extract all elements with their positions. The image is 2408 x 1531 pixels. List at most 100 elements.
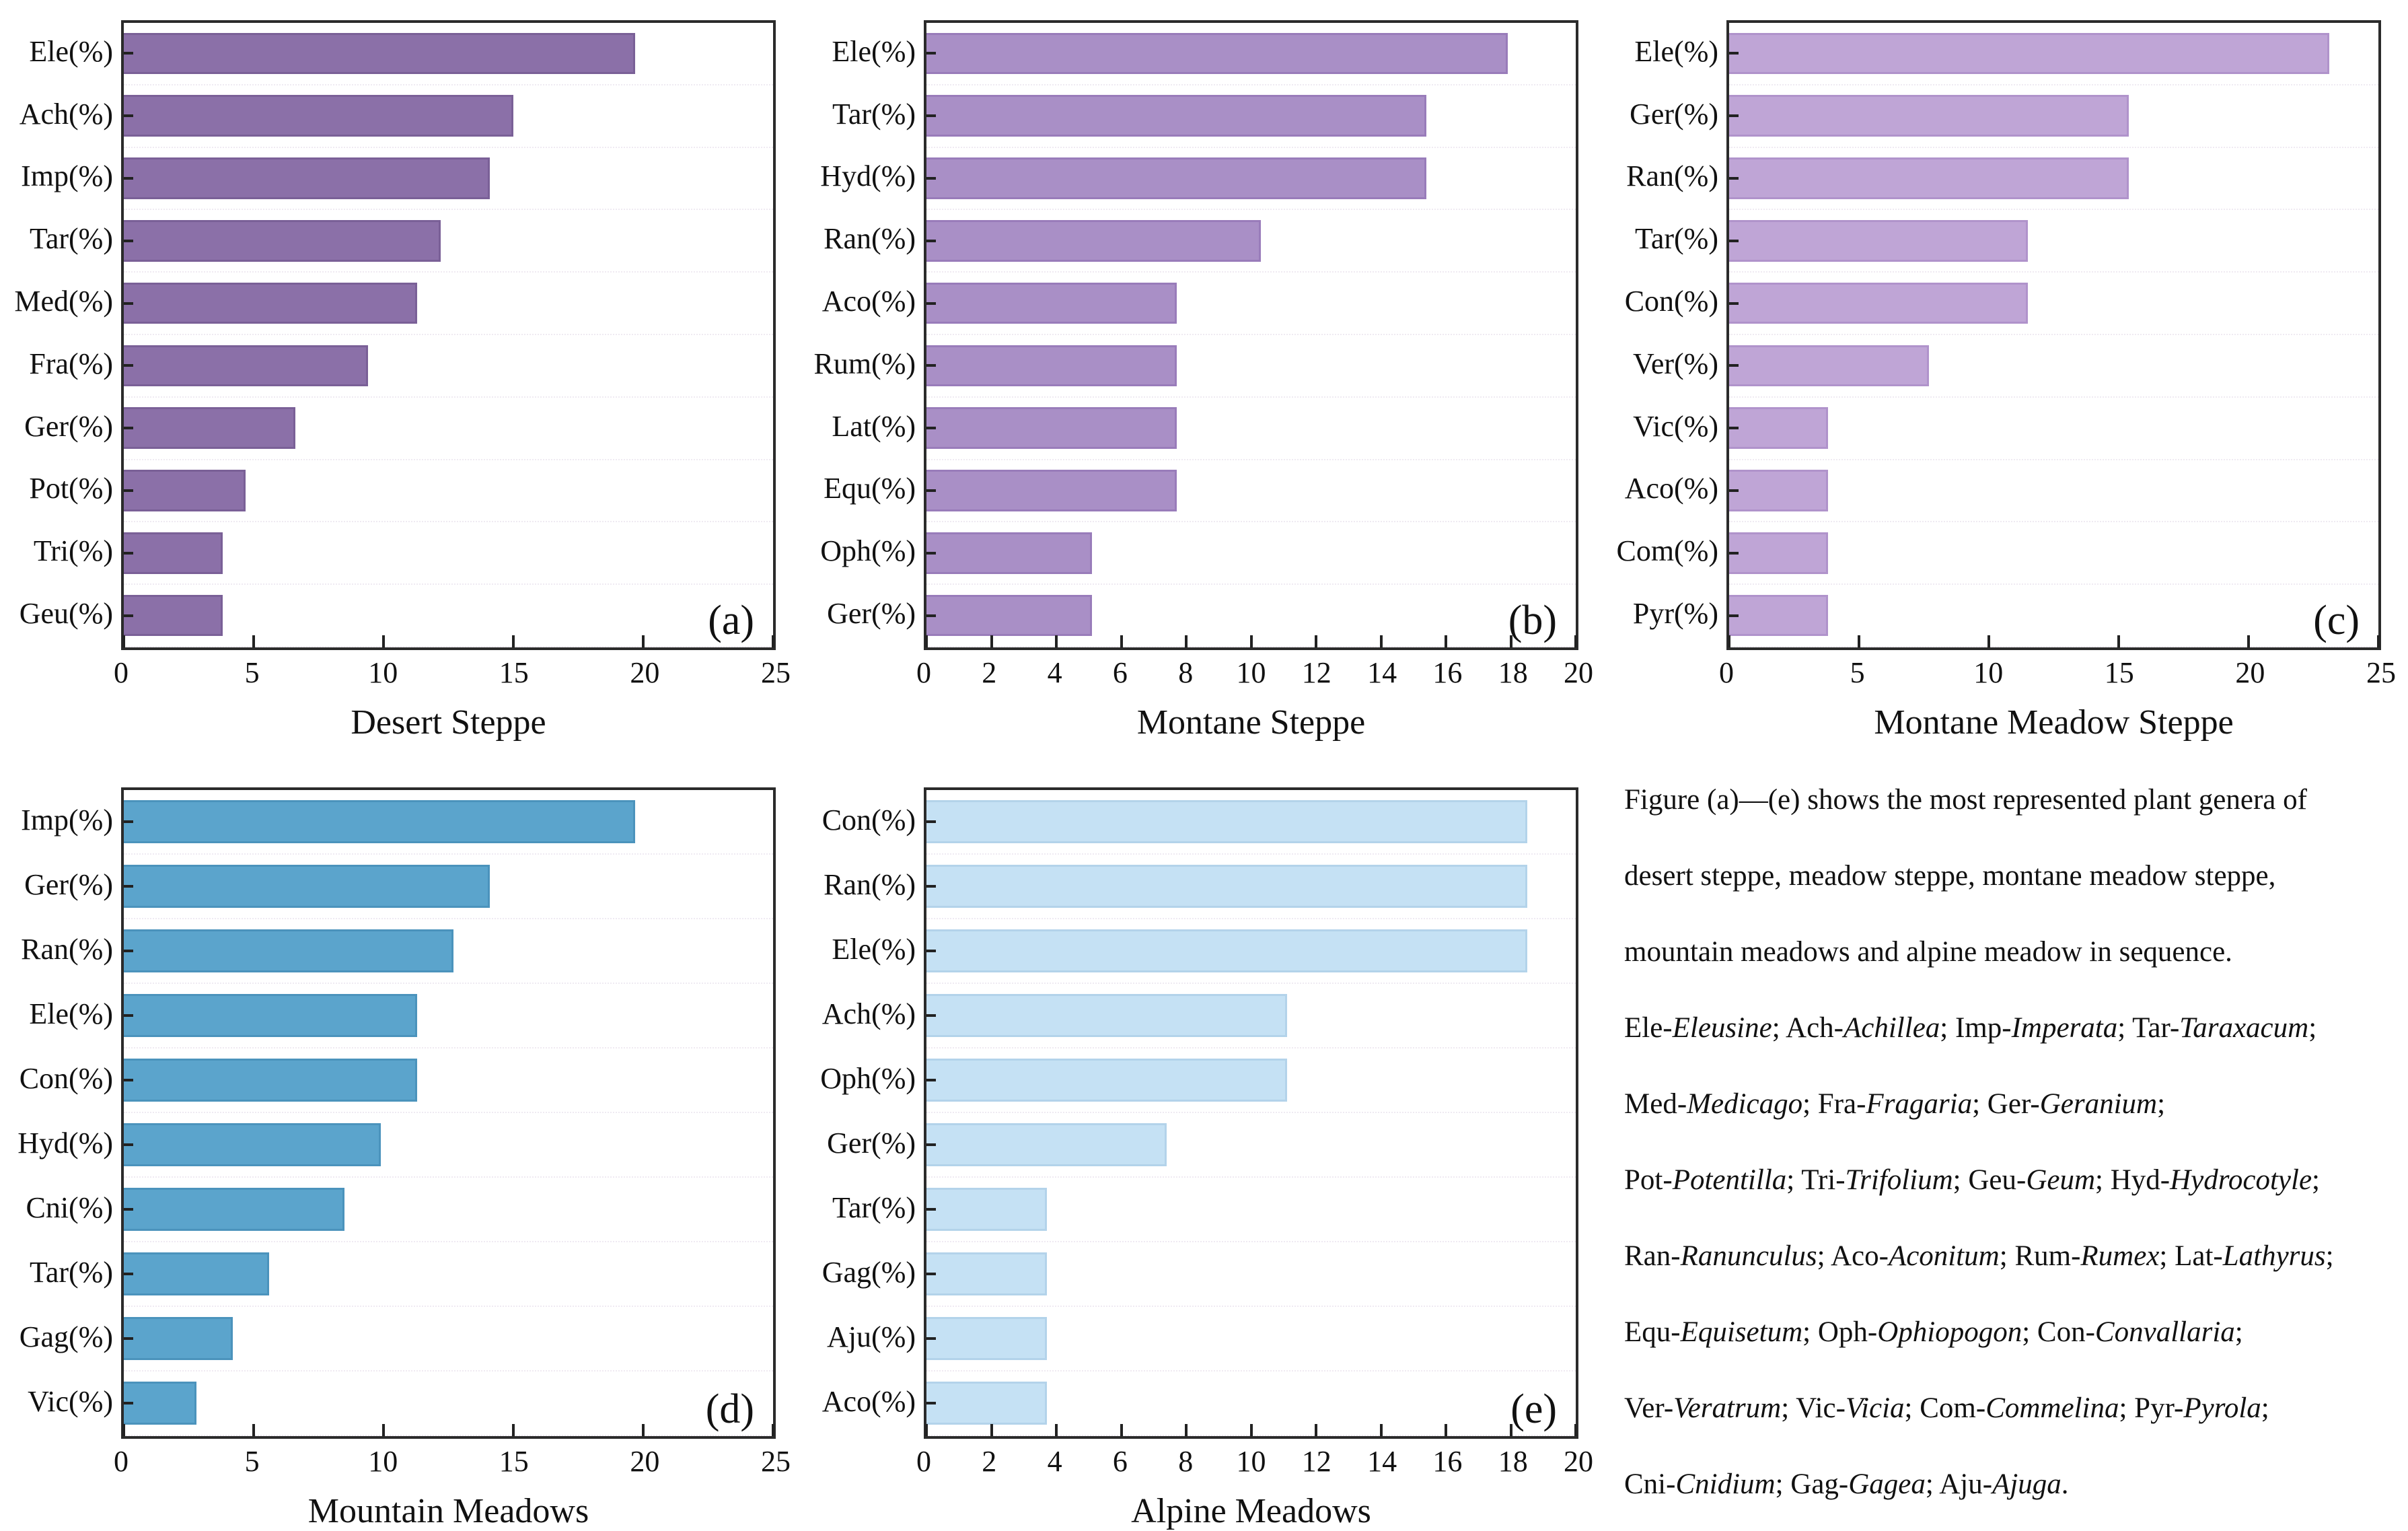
bar-row: [926, 984, 1576, 1048]
plot-row: Imp(%) Ger(%) Ran(%) Ele(%) Con(%) Hyd(%) Cni(…: [0, 787, 776, 1439]
x-tick-label: 10: [368, 656, 398, 689]
bar: [124, 345, 368, 387]
y-tick-label: Aco(%): [1624, 472, 1718, 505]
caption-segment: ; Ach-: [1772, 1012, 1844, 1044]
caption-segment: Hydrocotyle: [2170, 1164, 2312, 1196]
bar: [926, 282, 1177, 324]
bar-row: [926, 85, 1576, 148]
bar-row: [124, 148, 773, 211]
caption-line: Med-Medicago; Fra-Fragaria; Ger-Geranium…: [1624, 1066, 2404, 1142]
chart-e: Con(%) Ran(%) Ele(%) Ach(%) Oph(%) Ger(%) Tar(…: [803, 760, 1605, 1530]
caption-segment: ; Con-: [2022, 1316, 2095, 1348]
bar-row: [926, 919, 1576, 984]
bar: [124, 157, 490, 199]
bar-row: [926, 210, 1576, 273]
x-tick: [1858, 635, 1860, 647]
caption-segment: Geranium: [2039, 1088, 2158, 1120]
y-tick-label: Pyr(%): [1632, 597, 1718, 631]
caption-segment: Achillea: [1844, 1012, 1940, 1044]
bar: [124, 594, 223, 637]
y-tick-label: Con(%): [1624, 285, 1718, 318]
bar: [124, 1317, 233, 1360]
y-tick-label: Oph(%): [820, 534, 916, 568]
x-tick-label: 15: [2104, 656, 2134, 689]
x-tick-label: 5: [1850, 656, 1865, 689]
caption-segment: ; Ger-: [1972, 1088, 2040, 1120]
y-axis-labels: Ele(%) Ger(%) Ran(%) Tar(%) Con(%) Ver(%) Vic(…: [1605, 20, 1726, 645]
x-tick-label: 2: [982, 656, 997, 689]
y-tick-label: Hyd(%): [17, 1126, 113, 1160]
chart-a: Ele(%) Ach(%) Imp(%) Tar(%) Med(%) Fra(%) Ger(…: [0, 0, 803, 760]
x-tick: [1249, 635, 1253, 647]
caption-segment: ; Vic-: [1781, 1392, 1846, 1424]
caption-segment: ; Fra-: [1802, 1088, 1866, 1120]
chart-d: Imp(%) Ger(%) Ran(%) Ele(%) Con(%) Hyd(%) Cni(…: [0, 760, 803, 1530]
x-axis-title: Desert Steppe: [351, 703, 546, 742]
x-axis-tick-labels: 0 2 4 6 8 10 12 14 16 18 20: [916, 1439, 1593, 1481]
bar: [124, 1123, 381, 1166]
plot-area: (e): [924, 787, 1578, 1439]
x-tick: [122, 1424, 125, 1436]
bar: [1729, 594, 1828, 637]
x-tick: [1315, 1424, 1317, 1436]
x-tick-label: 14: [1367, 656, 1397, 689]
x-tick-label: 20: [630, 1445, 660, 1478]
x-tick: [2377, 635, 2380, 647]
caption-segment: Cni-: [1624, 1468, 1676, 1500]
y-tick-label: Ger(%): [24, 867, 113, 901]
caption-segment: ; Geu-: [1953, 1164, 2027, 1196]
y-tick-label: Oph(%): [820, 1061, 916, 1095]
x-tick: [122, 635, 125, 647]
bar: [124, 1252, 270, 1295]
caption-segment: Imperata: [2011, 1012, 2118, 1044]
bar-row: [926, 148, 1576, 211]
x-tick: [990, 635, 993, 647]
bar-row: [926, 1178, 1576, 1242]
bar: [1729, 345, 1930, 387]
y-tick-label: Vic(%): [1633, 409, 1718, 443]
x-tick: [1055, 1424, 1058, 1436]
y-tick-label: Med(%): [14, 285, 113, 318]
caption-segment: ; Gag-: [1775, 1468, 1849, 1500]
caption-segment: ; Oph-: [1802, 1316, 1878, 1348]
bar: [926, 1382, 1047, 1425]
bar-row: [124, 23, 773, 85]
x-tick-label: 10: [1973, 656, 2004, 689]
caption-segment: Ophiopogon: [1877, 1316, 2022, 1348]
caption-segment: Figure (a)—(e) shows the most represente…: [1624, 784, 2307, 816]
caption-segment: ;: [2308, 1012, 2317, 1044]
bar-row: [926, 335, 1576, 398]
bar-row: [926, 460, 1576, 523]
caption-segment: Fragaria: [1866, 1088, 1973, 1120]
plot-area: (a): [121, 20, 776, 650]
x-tick: [1509, 1424, 1512, 1436]
y-tick-label: Ele(%): [29, 997, 113, 1030]
caption-line: Ran-Ranunculus; Aco-Aconitum; Rum-Rumex;…: [1624, 1218, 2404, 1294]
y-tick-label: Ele(%): [29, 34, 113, 68]
chart-c: Ele(%) Ger(%) Ran(%) Tar(%) Con(%) Ver(%) Vic(…: [1605, 0, 2408, 760]
bar-row: [926, 1242, 1576, 1307]
caption-segment: Equ-: [1624, 1316, 1681, 1348]
bar-row: [1729, 148, 2378, 211]
caption-segment: mountain meadows and alpine meadow in se…: [1624, 936, 2232, 968]
y-axis-labels: Imp(%) Ger(%) Ran(%) Ele(%) Con(%) Hyd(%) Cni(…: [0, 787, 121, 1433]
caption-segment: Aconitum: [1888, 1240, 2000, 1272]
bar: [124, 470, 246, 511]
y-tick-label: Tar(%): [30, 222, 113, 256]
bar-row: [1729, 335, 2378, 398]
y-tick-label: Ran(%): [824, 222, 916, 256]
bar: [926, 532, 1093, 574]
y-tick-label: Ran(%): [21, 932, 113, 966]
x-tick-label: 10: [1236, 1445, 1266, 1478]
x-tick-label: 18: [1498, 1445, 1528, 1478]
bar: [1729, 32, 2329, 75]
y-tick-label: Pot(%): [29, 472, 113, 505]
bar: [1729, 470, 1828, 511]
x-axis-title: Montane Steppe: [1136, 703, 1366, 742]
bar: [1729, 219, 2028, 262]
y-axis-labels: Con(%) Ran(%) Ele(%) Ach(%) Oph(%) Ger(%) Tar(…: [803, 787, 924, 1433]
bar-row: [124, 919, 773, 984]
y-tick-label: Tri(%): [33, 534, 113, 568]
bar-row: [1729, 522, 2378, 585]
